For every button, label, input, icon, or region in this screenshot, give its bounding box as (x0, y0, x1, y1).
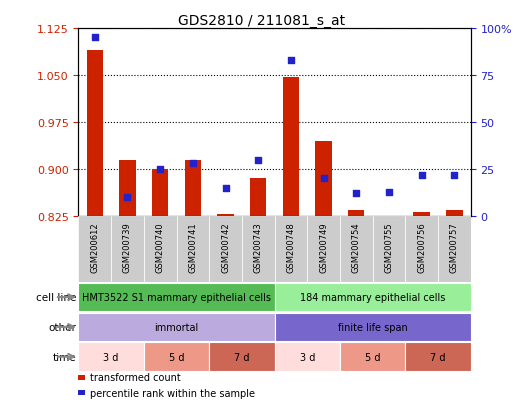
Bar (111, 216, 144, 282)
Text: GSM200739: GSM200739 (123, 222, 132, 272)
Point (221, 185, 230, 192)
Bar (405, 342, 471, 371)
Bar (87, 51, 103, 216)
Text: GSM200754: GSM200754 (352, 222, 361, 272)
Text: 184 mammary epithelial cells: 184 mammary epithelial cells (300, 292, 445, 302)
Point (417, 172, 426, 178)
Text: GSM200755: GSM200755 (384, 222, 393, 272)
Text: cell line: cell line (36, 292, 76, 302)
Bar (405, 216, 438, 282)
Text: HMT3522 S1 mammary epithelial cells: HMT3522 S1 mammary epithelial cells (82, 292, 271, 302)
Bar (176, 216, 209, 282)
Point (320, 176, 328, 182)
Text: 5 d: 5 d (169, 352, 184, 362)
Bar (315, 141, 332, 216)
Point (123, 195, 132, 201)
Point (254, 157, 263, 164)
Bar (372, 216, 405, 282)
Bar (209, 342, 275, 371)
Bar (152, 169, 168, 216)
Bar (144, 342, 209, 371)
Text: GSM200748: GSM200748 (287, 222, 295, 272)
Bar (340, 216, 372, 282)
Bar (242, 216, 275, 282)
Text: GSM200612: GSM200612 (90, 222, 99, 272)
Bar (438, 216, 471, 282)
Bar (283, 78, 299, 216)
Text: 3 d: 3 d (300, 352, 315, 362)
Text: GSM200740: GSM200740 (156, 222, 165, 272)
Bar (144, 216, 176, 282)
Text: percentile rank within the sample: percentile rank within the sample (90, 388, 255, 398)
Bar (275, 313, 471, 342)
Bar (446, 210, 462, 216)
Point (287, 57, 295, 64)
Bar (78, 342, 144, 371)
Text: transformed count: transformed count (90, 372, 181, 382)
Bar (340, 342, 405, 371)
Bar (348, 210, 365, 216)
Bar (250, 179, 266, 216)
Text: 5 d: 5 d (365, 352, 380, 362)
Point (450, 172, 459, 178)
Bar (275, 216, 307, 282)
Bar (307, 216, 340, 282)
Text: time: time (53, 352, 76, 362)
Text: GSM200757: GSM200757 (450, 222, 459, 272)
Point (189, 161, 197, 167)
Point (352, 191, 360, 197)
Text: GDS2810 / 211081_s_at: GDS2810 / 211081_s_at (178, 14, 345, 28)
Bar (275, 283, 471, 312)
Point (90, 35, 99, 42)
Point (156, 166, 164, 173)
Bar (275, 342, 340, 371)
Text: GSM200742: GSM200742 (221, 222, 230, 272)
Text: 7 d: 7 d (234, 352, 249, 362)
Text: immortal: immortal (154, 322, 199, 332)
Point (385, 189, 393, 195)
Text: other: other (49, 322, 76, 332)
Text: GSM200741: GSM200741 (188, 222, 197, 272)
Bar (78, 216, 111, 282)
Text: GSM200743: GSM200743 (254, 222, 263, 272)
Bar (78, 283, 275, 312)
Text: finite life span: finite life span (338, 322, 407, 332)
Bar (414, 212, 430, 216)
Bar (185, 160, 201, 216)
Bar (78, 313, 275, 342)
Bar (209, 216, 242, 282)
Text: GSM200756: GSM200756 (417, 222, 426, 272)
Bar (119, 160, 135, 216)
Text: 3 d: 3 d (104, 352, 119, 362)
Bar (218, 214, 234, 216)
Text: 7 d: 7 d (430, 352, 446, 362)
Text: GSM200749: GSM200749 (319, 222, 328, 272)
